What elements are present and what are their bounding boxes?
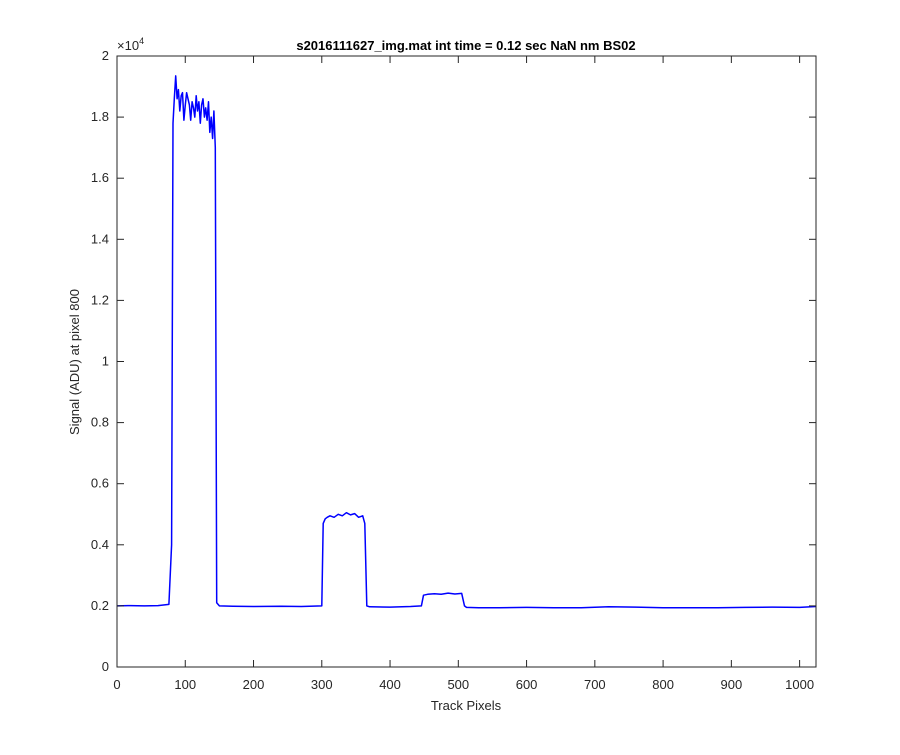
x-tick-label: 500 <box>447 677 469 692</box>
x-tick-label: 200 <box>243 677 265 692</box>
x-axis-label: Track Pixels <box>431 698 502 713</box>
plot-frame <box>116 55 817 668</box>
y-tick-label: 0.6 <box>91 476 109 491</box>
y-tick-label: 1.8 <box>91 109 109 124</box>
series-line <box>116 75 817 609</box>
x-tick-label: 400 <box>379 677 401 692</box>
x-tick-label: 100 <box>174 677 196 692</box>
x-tick-label: 600 <box>516 677 538 692</box>
y-tick-label: 0.2 <box>91 598 109 613</box>
y-axis-label: Signal (ADU) at pixel 800 <box>67 289 82 435</box>
x-tick-label: 1000 <box>785 677 814 692</box>
x-axis-ticks: 0 100 200 300 400 500 600 700 800 900 1000 <box>113 56 814 692</box>
x-tick-label: 700 <box>584 677 606 692</box>
y-tick-label: 0.4 <box>91 537 109 552</box>
plot-area-background <box>117 56 816 667</box>
x-tick-label: 800 <box>652 677 674 692</box>
x-tick-label: 300 <box>311 677 333 692</box>
y-axis-multiplier: ×104 <box>117 36 144 53</box>
y-axis-multiplier-base: ×10 <box>117 38 139 53</box>
x-tick-label: 900 <box>721 677 743 692</box>
y-tick-label: 0 <box>102 659 109 674</box>
chart-title: s2016111627_img.mat int time = 0.12 sec … <box>296 38 635 53</box>
y-tick-label: 1.4 <box>91 231 109 246</box>
y-tick-label: 2 <box>102 48 109 63</box>
x-tick-label: 0 <box>113 677 120 692</box>
data-layer <box>116 75 817 609</box>
y-tick-label: 0.8 <box>91 415 109 430</box>
y-tick-label: 1.6 <box>91 170 109 185</box>
y-axis-multiplier-exponent: 4 <box>139 36 144 46</box>
y-tick-label: 1.2 <box>91 292 109 307</box>
y-tick-label: 1 <box>102 354 109 369</box>
